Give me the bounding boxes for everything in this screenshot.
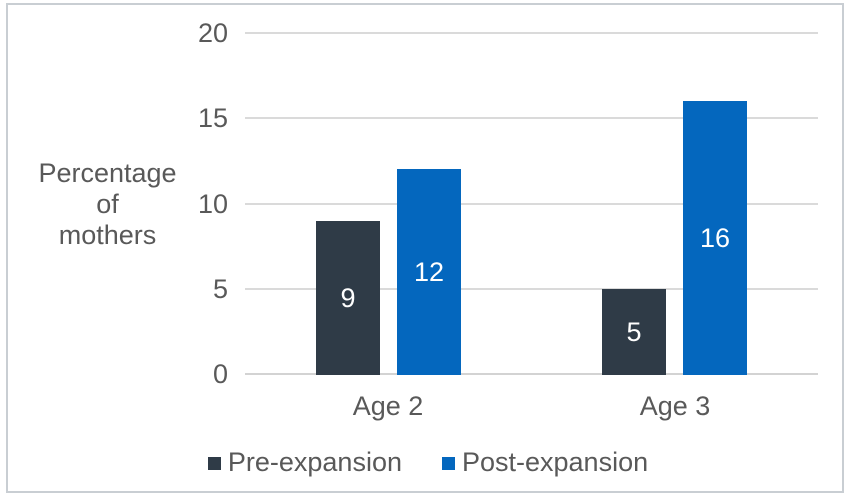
gridline-20 <box>245 32 818 34</box>
y-tick-label-15: 15 <box>197 103 228 133</box>
bar-value-label-post-expansion-age-2: 12 <box>413 257 445 287</box>
bar-value-label-post-expansion-age-3: 16 <box>699 223 731 253</box>
x-category-label-age-3: Age 3 <box>639 391 711 421</box>
legend-marker-post-expansion <box>441 456 455 470</box>
y-tick-label-20: 20 <box>197 18 228 48</box>
y-tick-label-5: 5 <box>212 274 228 304</box>
x-category-label-age-2: Age 2 <box>352 391 424 421</box>
legend-item-post-expansion: Post-expansion <box>441 447 649 477</box>
legend-label-post-expansion: Post-expansion <box>461 447 649 477</box>
y-axis-title: Percentage of mothers <box>25 158 190 251</box>
y-tick-label-10: 10 <box>197 189 228 219</box>
legend-marker-pre-expansion <box>207 456 221 470</box>
legend-label-pre-expansion: Pre-expansion <box>227 447 402 477</box>
y-axis-title-line-1: Percentage <box>38 158 177 188</box>
bar-pre-expansion-age-3 <box>602 289 666 375</box>
bar-post-expansion-age-2 <box>397 169 461 375</box>
y-tick-label-0: 0 <box>212 359 228 389</box>
bar-value-label-pre-expansion-age-2: 9 <box>340 283 356 313</box>
gridline-10 <box>245 203 818 205</box>
bar-post-expansion-age-3 <box>683 101 747 375</box>
y-axis-title-line-2: of <box>96 189 119 219</box>
gridline-5 <box>245 288 818 290</box>
gridline-0 <box>245 373 818 375</box>
legend-item-pre-expansion: Pre-expansion <box>207 447 402 477</box>
y-axis-title-line-3: mothers <box>58 220 157 250</box>
bar-value-label-pre-expansion-age-3: 5 <box>626 317 642 347</box>
gridline-15 <box>245 117 818 119</box>
bar-pre-expansion-age-2 <box>316 221 380 375</box>
legend: Pre-expansion Post-expansion <box>0 447 856 477</box>
